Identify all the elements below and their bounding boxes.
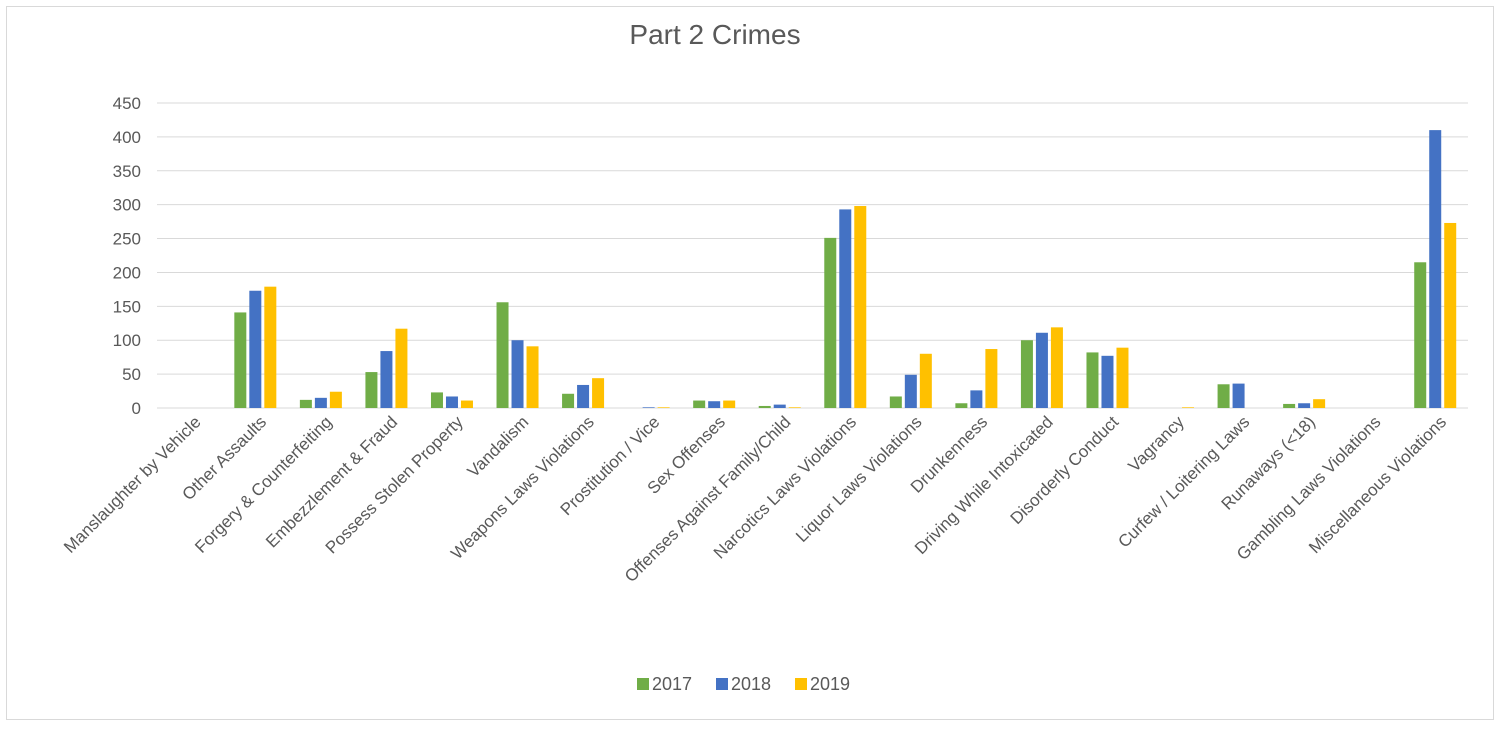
bar-2019-12 <box>985 349 998 408</box>
x-category-label: Forgery & Counterfeiting <box>191 412 335 556</box>
bar-2018-12 <box>970 390 983 408</box>
chart-title: Part 2 Crimes <box>629 19 800 50</box>
legend-label-2018: 2018 <box>731 674 771 694</box>
x-category-label: Liquor Laws Violations <box>792 412 925 545</box>
gridlines <box>157 102 1468 409</box>
legend: 2017 2018 2019 <box>637 674 850 694</box>
x-category-label: Miscellaneous Violations <box>1305 412 1450 557</box>
bar-2017-3 <box>365 372 378 408</box>
bar-2019-3 <box>395 328 408 408</box>
bar-2018-4 <box>445 396 458 408</box>
bar-2019-9 <box>788 407 801 408</box>
y-tick-label: 50 <box>122 365 141 384</box>
bar-2019-6 <box>592 378 605 408</box>
bar-2017-4 <box>430 392 443 408</box>
y-tick-label: 450 <box>113 94 141 113</box>
bar-2019-1 <box>264 286 277 408</box>
bar-2017-9 <box>758 405 771 408</box>
x-category-label: Disorderly Conduct <box>1007 412 1123 528</box>
bar-2017-1 <box>234 312 247 408</box>
x-category-label: Embezzlement & Fraud <box>262 412 401 551</box>
bar-2018-17 <box>1298 403 1311 408</box>
bar-2017-13 <box>1020 340 1033 408</box>
bar-2018-11 <box>904 374 917 408</box>
bar-2019-13 <box>1050 327 1063 408</box>
y-tick-label: 100 <box>113 331 141 350</box>
legend-label-2019: 2019 <box>810 674 850 694</box>
bar-2018-1 <box>249 290 262 408</box>
bar-2017-6 <box>562 393 575 408</box>
bar-2019-10 <box>854 206 867 408</box>
bar-2019-5 <box>526 346 539 408</box>
x-category-label: Possess Stolen Property <box>322 412 467 557</box>
y-tick-label: 200 <box>113 263 141 282</box>
bar-2019-14 <box>1116 347 1129 408</box>
y-tick-label: 400 <box>113 128 141 147</box>
legend-label-2017: 2017 <box>652 674 692 694</box>
y-tick-label: 350 <box>113 162 141 181</box>
legend-swatch-2018 <box>716 678 728 690</box>
y-tick-label: 300 <box>113 196 141 215</box>
x-category-label: Curfew / Loitering Laws <box>1114 412 1253 551</box>
bar-2017-12 <box>955 403 968 408</box>
bar-2018-9 <box>773 404 786 408</box>
bar-2017-2 <box>299 399 312 408</box>
bar-2019-8 <box>723 400 736 408</box>
x-category-label: Vandalism <box>464 412 533 481</box>
y-tick-label: 150 <box>113 297 141 316</box>
bar-2018-14 <box>1101 355 1114 408</box>
bar-2018-6 <box>577 384 590 408</box>
bar-2018-19 <box>1429 130 1442 408</box>
bar-2019-4 <box>460 400 473 408</box>
bar-2017-17 <box>1283 403 1296 408</box>
bar-2018-5 <box>511 340 524 408</box>
x-category-label: Vagrancy <box>1125 412 1189 476</box>
x-category-label: Manslaughter by Vehicle <box>60 412 204 556</box>
bar-2019-17 <box>1313 399 1326 408</box>
bar-2018-2 <box>314 397 327 408</box>
y-tick-label: 0 <box>132 399 141 418</box>
bar-2018-8 <box>708 401 721 408</box>
bar-2017-10 <box>824 237 837 408</box>
bar-2017-5 <box>496 302 509 408</box>
bars <box>234 130 1457 408</box>
bar-2018-16 <box>1232 383 1245 408</box>
bar-2019-7 <box>657 407 670 408</box>
bar-2018-7 <box>642 407 655 408</box>
bar-2019-11 <box>919 353 932 408</box>
bar-2019-15 <box>1182 407 1195 408</box>
bar-2017-16 <box>1217 384 1230 408</box>
bar-2017-11 <box>889 396 902 408</box>
bar-2017-14 <box>1086 352 1099 408</box>
bar-2017-19 <box>1414 262 1427 408</box>
bar-2018-3 <box>380 351 393 408</box>
legend-swatch-2019 <box>795 678 807 690</box>
y-axis: 0 50 100 150 200 250 300 350 400 450 <box>113 94 141 418</box>
bar-2018-10 <box>839 209 852 408</box>
bar-2019-2 <box>329 391 342 408</box>
bar-2019-19 <box>1444 222 1457 408</box>
bar-2017-8 <box>693 400 706 408</box>
legend-swatch-2017 <box>637 678 649 690</box>
y-tick-label: 250 <box>113 230 141 249</box>
bar-2018-13 <box>1035 332 1048 408</box>
